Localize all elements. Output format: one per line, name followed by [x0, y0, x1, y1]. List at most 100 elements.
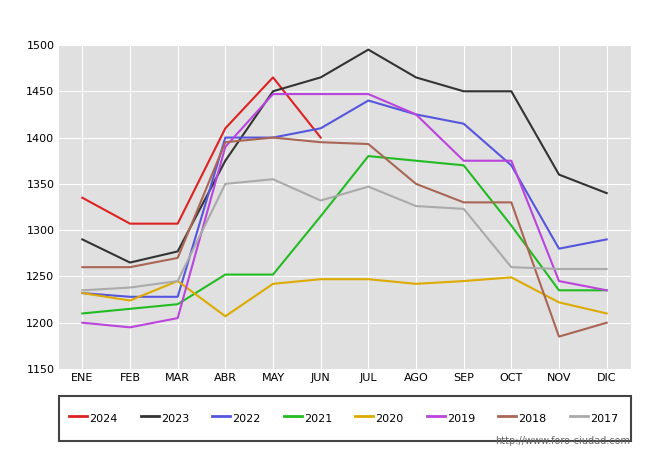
2018: [603, 320, 610, 325]
2019: [126, 324, 134, 330]
2017: [317, 198, 324, 203]
2022: [460, 121, 467, 126]
2017: [222, 181, 229, 187]
2022: [412, 112, 420, 117]
2020: [460, 279, 467, 284]
Line: 2019: 2019: [83, 94, 606, 327]
2022: [317, 126, 324, 131]
2019: [460, 158, 467, 163]
Text: http://www.foro-ciudad.com: http://www.foro-ciudad.com: [495, 436, 630, 446]
2017: [412, 203, 420, 209]
2021: [412, 158, 420, 163]
2020: [126, 298, 134, 303]
2018: [222, 140, 229, 145]
2021: [508, 223, 515, 228]
2024: [174, 221, 181, 226]
2017: [79, 288, 86, 293]
2018: [412, 181, 420, 187]
2017: [555, 266, 563, 272]
2017: [508, 265, 515, 270]
2019: [269, 91, 277, 97]
2024: [79, 195, 86, 200]
2020: [269, 281, 277, 287]
2019: [222, 144, 229, 149]
2018: [460, 200, 467, 205]
Text: 2023: 2023: [161, 414, 189, 423]
2020: [222, 314, 229, 319]
2024: [126, 221, 134, 226]
2022: [508, 162, 515, 168]
2020: [412, 281, 420, 287]
2018: [508, 200, 515, 205]
2021: [79, 311, 86, 316]
2017: [460, 206, 467, 211]
Line: 2024: 2024: [83, 77, 320, 224]
Text: 2019: 2019: [447, 414, 475, 423]
2019: [555, 279, 563, 284]
2022: [126, 294, 134, 300]
2020: [603, 311, 610, 316]
2023: [269, 89, 277, 94]
Text: 2017: 2017: [590, 414, 618, 423]
2020: [508, 274, 515, 280]
2022: [555, 246, 563, 252]
Line: 2017: 2017: [83, 179, 606, 290]
Line: 2023: 2023: [83, 50, 606, 262]
2023: [79, 237, 86, 242]
2017: [126, 285, 134, 290]
2023: [508, 89, 515, 94]
2020: [317, 276, 324, 282]
2022: [174, 294, 181, 300]
2019: [365, 91, 372, 97]
2022: [269, 135, 277, 140]
2018: [174, 255, 181, 261]
Line: 2022: 2022: [83, 100, 606, 297]
Text: 2022: 2022: [232, 414, 261, 423]
2018: [126, 265, 134, 270]
FancyBboxPatch shape: [58, 396, 630, 441]
2023: [126, 260, 134, 265]
2021: [460, 162, 467, 168]
2021: [365, 153, 372, 159]
2021: [603, 288, 610, 293]
2018: [317, 140, 324, 145]
2023: [460, 89, 467, 94]
2021: [126, 306, 134, 311]
2023: [412, 75, 420, 80]
2019: [412, 112, 420, 117]
2023: [555, 172, 563, 177]
2023: [222, 158, 229, 163]
2024: [222, 126, 229, 131]
2020: [555, 300, 563, 305]
2020: [365, 276, 372, 282]
2020: [79, 290, 86, 296]
2017: [365, 184, 372, 189]
2022: [222, 135, 229, 140]
2023: [365, 47, 372, 52]
2022: [365, 98, 372, 103]
Text: 2021: 2021: [304, 414, 332, 423]
2022: [79, 290, 86, 296]
2018: [79, 265, 86, 270]
2022: [603, 237, 610, 242]
Text: 2018: 2018: [518, 414, 547, 423]
2021: [555, 288, 563, 293]
Line: 2018: 2018: [83, 138, 606, 337]
2018: [555, 334, 563, 339]
2021: [317, 214, 324, 219]
2018: [269, 135, 277, 140]
Text: Afiliados en Sant Pere de Vilamajor a 31/5/2024: Afiliados en Sant Pere de Vilamajor a 31…: [133, 10, 517, 26]
2024: [269, 75, 277, 80]
2023: [317, 75, 324, 80]
2017: [603, 266, 610, 272]
2020: [174, 279, 181, 284]
Line: 2021: 2021: [83, 156, 606, 314]
Line: 2020: 2020: [83, 277, 606, 316]
2017: [269, 176, 277, 182]
2019: [508, 158, 515, 163]
2023: [174, 249, 181, 254]
Text: 2024: 2024: [89, 414, 118, 423]
2021: [269, 272, 277, 277]
2021: [222, 272, 229, 277]
2019: [603, 288, 610, 293]
